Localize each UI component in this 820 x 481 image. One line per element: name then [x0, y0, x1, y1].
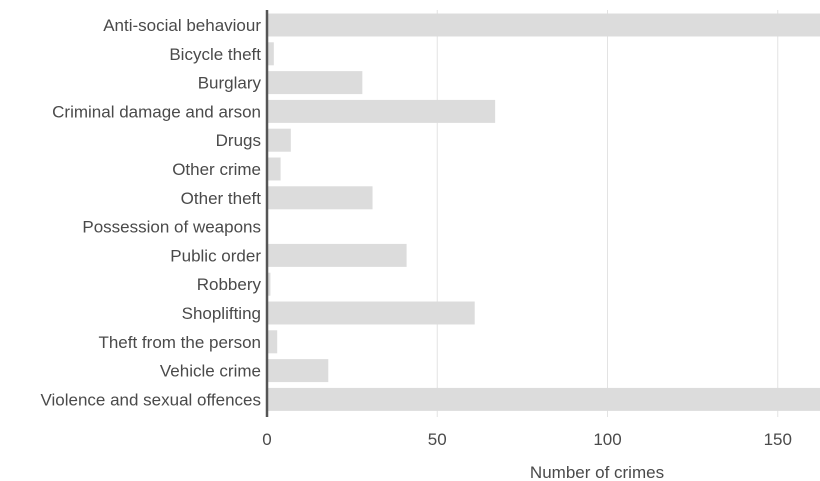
- x-tick-label: 0: [262, 430, 271, 449]
- category-label: Shoplifting: [182, 304, 261, 323]
- category-label: Public order: [170, 246, 261, 265]
- category-label: Bicycle theft: [169, 45, 261, 64]
- category-label: Violence and sexual offences: [40, 390, 261, 409]
- x-axis-title: Number of crimes: [530, 463, 664, 481]
- category-labels: Anti-social behaviour Bicycle theft Burgla…: [40, 16, 261, 409]
- bar-robbery: [267, 272, 271, 296]
- category-label: Other theft: [181, 189, 262, 208]
- bar-other-theft: [267, 186, 373, 210]
- bar-anti-social-behaviour: [267, 13, 820, 37]
- gridlines: [436, 10, 779, 417]
- category-label: Criminal damage and arson: [52, 102, 261, 121]
- bar-vehicle-crime: [267, 359, 329, 383]
- category-label: Other crime: [172, 160, 261, 179]
- bars: [267, 13, 820, 411]
- category-label: Burglary: [198, 74, 262, 93]
- bar-violence-and-sexual-offences: [267, 387, 820, 411]
- category-label: Robbery: [197, 275, 262, 294]
- category-label: Drugs: [216, 131, 261, 150]
- bar-drugs: [267, 128, 291, 152]
- bar-criminal-damage-and-arson: [267, 99, 496, 123]
- bar-theft-from-the-person: [267, 330, 278, 354]
- bar-public-order: [267, 243, 407, 267]
- bar-bicycle-theft: [267, 42, 274, 66]
- category-label: Vehicle crime: [160, 362, 261, 381]
- bar-shoplifting: [267, 301, 475, 325]
- category-label: Anti-social behaviour: [103, 16, 261, 35]
- x-tick-labels: 0 50 100 150: [262, 430, 792, 449]
- category-label: Theft from the person: [98, 333, 261, 352]
- bar-burglary: [267, 71, 363, 95]
- category-label: Possession of weapons: [82, 218, 261, 237]
- x-tick-label: 50: [428, 430, 447, 449]
- bar-other-crime: [267, 157, 281, 181]
- x-tick-label: 150: [764, 430, 792, 449]
- x-tick-label: 100: [593, 430, 621, 449]
